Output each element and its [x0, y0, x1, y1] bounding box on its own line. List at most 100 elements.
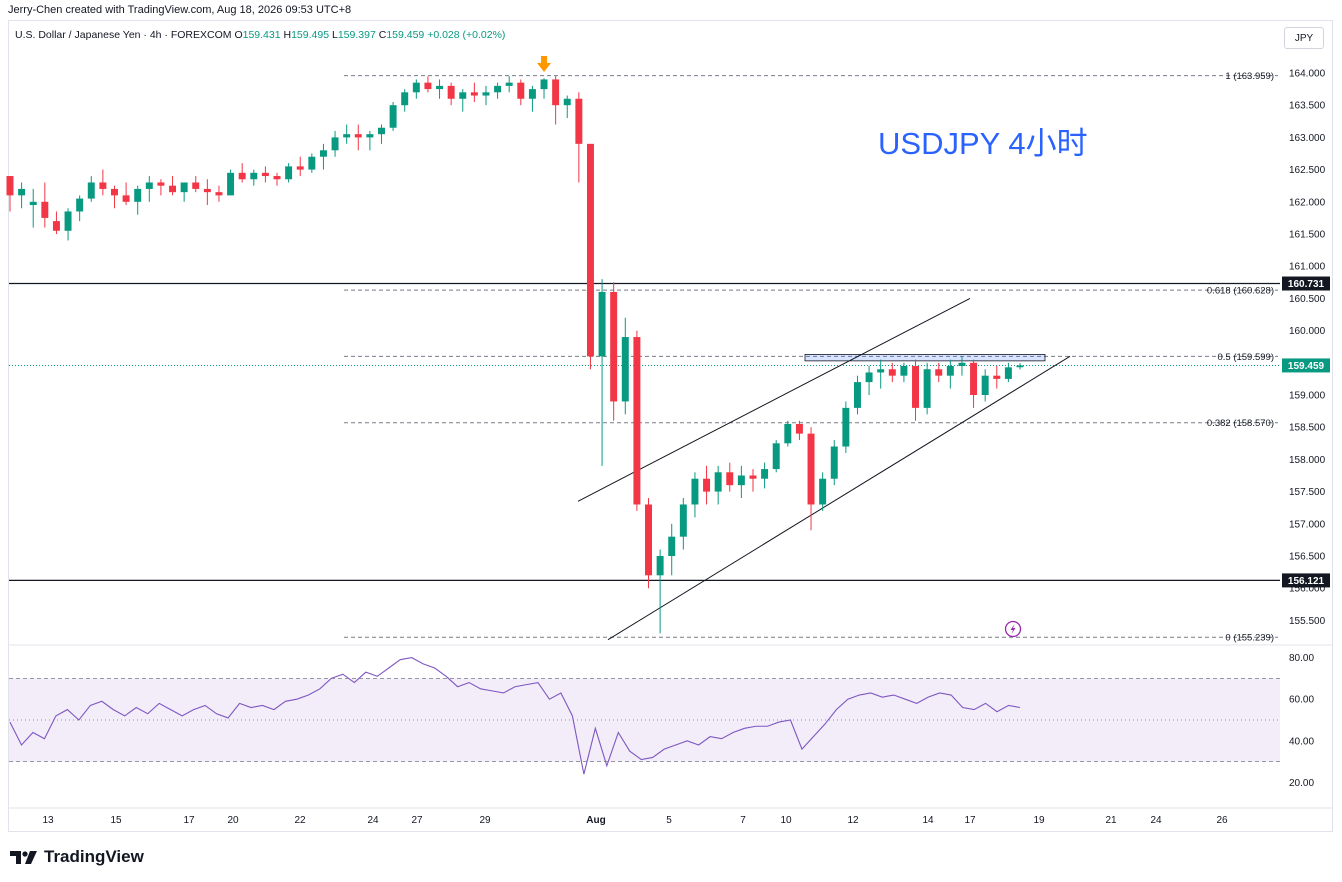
key-level-tag-label: 156.121	[1288, 576, 1325, 587]
high-value: 159.495	[291, 29, 330, 41]
candle-body	[366, 134, 374, 138]
candle	[563, 95, 571, 119]
candle-body	[1004, 367, 1012, 379]
candle-body	[261, 172, 269, 177]
candle-body	[946, 366, 954, 376]
candle-body	[389, 105, 397, 128]
close-value: 159.459	[386, 29, 425, 41]
candle	[494, 82, 502, 99]
time-tick-label: 12	[847, 815, 859, 826]
candle-body	[180, 182, 188, 193]
rsi-tick-label: 20.00	[1289, 778, 1314, 789]
candle	[482, 85, 490, 106]
key-level-tag	[1282, 276, 1330, 291]
price-tick-label: 160.000	[1289, 326, 1326, 337]
candle	[261, 166, 269, 183]
time-tick-label: 14	[922, 815, 934, 826]
candle-body	[807, 433, 815, 505]
candle	[459, 89, 467, 112]
candle	[552, 76, 560, 125]
candle-body	[41, 201, 49, 218]
candle-body	[900, 366, 908, 376]
candle-body	[331, 137, 339, 151]
candle-body	[726, 472, 734, 486]
candle	[679, 498, 687, 550]
price-tick-label: 161.500	[1289, 230, 1326, 241]
candle	[145, 176, 153, 202]
key-level-tag	[1282, 573, 1330, 588]
candle	[703, 465, 711, 505]
candle	[970, 359, 978, 408]
candle	[749, 469, 757, 492]
candle	[737, 465, 745, 499]
candle-body	[505, 82, 513, 86]
candle	[308, 153, 316, 173]
symbol-name[interactable]: U.S. Dollar / Japanese Yen · 4h · FOREXC…	[15, 29, 232, 41]
candle	[819, 472, 827, 511]
candle	[877, 359, 885, 389]
candle-body	[540, 79, 548, 90]
candle-body	[203, 188, 211, 193]
candle	[505, 76, 513, 93]
time-tick-label: 21	[1105, 815, 1117, 826]
low-value: 159.397	[337, 29, 376, 41]
candle-body	[819, 478, 827, 505]
open-value: 159.431	[242, 29, 281, 41]
candle	[935, 362, 943, 383]
candle-body	[319, 150, 327, 157]
candle-body	[888, 369, 896, 376]
price-tick-label: 159.000	[1289, 391, 1326, 402]
candle	[761, 462, 769, 489]
price-tick-label: 157.500	[1289, 487, 1326, 498]
candle	[366, 130, 374, 151]
candle-body	[215, 192, 223, 196]
time-tick-label: 7	[740, 815, 746, 826]
candle-body	[645, 504, 652, 576]
candle-body	[134, 188, 142, 202]
tradingview-logo[interactable]: TradingView	[10, 847, 144, 867]
candle-body	[296, 166, 304, 170]
fib-level-label: 0.382 (158.570)	[1207, 418, 1274, 429]
candle-body	[633, 337, 641, 505]
candle	[586, 143, 594, 370]
candle	[296, 156, 304, 177]
candle	[795, 420, 803, 441]
time-tick-label: 5	[666, 815, 672, 826]
candle-body	[517, 82, 525, 99]
time-tick-label: 17	[964, 815, 976, 826]
candle	[633, 330, 641, 511]
candle	[424, 76, 432, 93]
currency-button[interactable]: JPY	[1284, 27, 1324, 49]
candle-body	[273, 176, 281, 180]
candle	[598, 279, 606, 466]
candle-body	[842, 407, 850, 447]
candle-body	[703, 478, 711, 492]
candle-body	[772, 443, 780, 470]
candle-body	[64, 211, 72, 231]
candle-body	[714, 472, 722, 492]
channel-lower-line	[607, 355, 1071, 641]
candle-body	[354, 134, 362, 138]
time-tick-label: 27	[411, 815, 423, 826]
change-value: +0.028 (+0.02%)	[427, 29, 506, 41]
candle	[645, 498, 652, 589]
candle	[354, 124, 362, 151]
candle	[830, 440, 838, 486]
candle	[842, 401, 850, 453]
candle	[865, 366, 873, 395]
candle-body	[668, 536, 676, 556]
candle	[517, 79, 525, 106]
candle	[923, 362, 931, 415]
candle-body	[958, 362, 966, 367]
candle	[169, 176, 177, 196]
price-tick-label: 158.000	[1289, 455, 1326, 466]
price-tick-label: 156.000	[1289, 584, 1326, 595]
candle	[378, 124, 385, 144]
candle	[192, 176, 200, 193]
candle	[203, 179, 211, 206]
candle	[900, 362, 908, 383]
candle	[99, 169, 107, 196]
candle-body	[737, 475, 745, 486]
candle	[180, 182, 188, 202]
